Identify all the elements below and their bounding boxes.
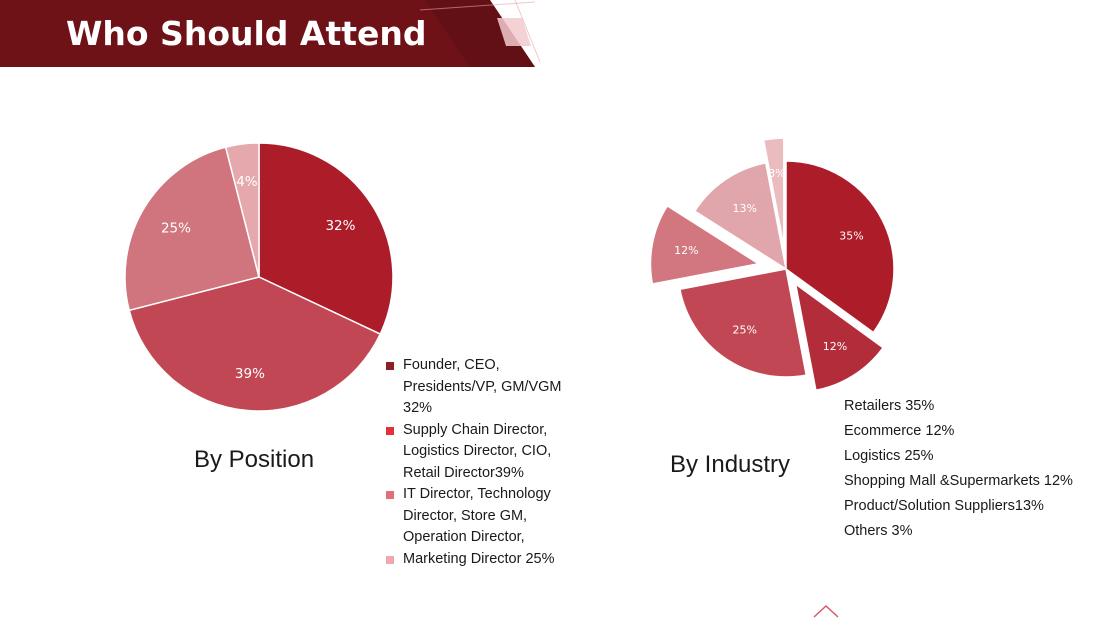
legend-swatch	[386, 555, 394, 564]
legend-entry	[386, 549, 586, 571]
slice-label-0: 35%	[839, 230, 863, 243]
slice-label-5: 3%	[768, 167, 785, 180]
industry-list-item: Retailers 35%	[844, 398, 935, 414]
pie-slice-5	[762, 137, 785, 247]
position-chart-caption: By Position	[194, 446, 315, 473]
industry-pie-chart: 35% 12% 25% 12% 13% 3%	[649, 137, 895, 392]
title-banner: Who Should Attend	[0, 0, 1100, 70]
slice-label-3: 4%	[236, 174, 258, 190]
legend-label: Founder, CEO, Presidents/VP, GM/VGM 32%	[403, 357, 562, 416]
banner-shape	[0, 0, 541, 67]
industry-chart-caption: By Industry	[670, 451, 791, 478]
legend-swatch	[386, 362, 394, 370]
chevron-up-icon	[813, 604, 839, 618]
legend-swatch	[386, 491, 394, 499]
slice-label-4: 13%	[732, 202, 756, 215]
slice-label-2: 25%	[732, 324, 756, 337]
pie-slice-1	[128, 276, 382, 412]
slice-label-0: 32%	[325, 218, 355, 234]
pie-slice-3	[224, 142, 260, 278]
pie-slice-2	[679, 268, 808, 378]
pie-slice-3	[649, 204, 761, 285]
industry-list-item: Ecommerce 12%	[844, 423, 955, 439]
pie-slice-4	[693, 162, 788, 271]
slice-label-1: 39%	[235, 366, 265, 382]
position-pie-chart: 32% 39% 25% 4%	[124, 142, 394, 412]
slice-label-2: 25%	[161, 221, 191, 237]
pie-slice-0	[785, 160, 895, 334]
pie-slice-0	[258, 142, 394, 336]
industry-list-item: Product/Solution Suppliers13%	[844, 498, 1044, 514]
slide-title: Who Should Attend	[66, 14, 427, 53]
slice-label-1: 12%	[823, 340, 847, 353]
legend-entry: IT Director, Technology Director, Store …	[386, 484, 586, 570]
industry-list-item: Shopping Mall &Supermarkets 12%	[844, 473, 1073, 489]
legend-swatch	[386, 426, 394, 435]
legend-entry: Supply Chain Director, Logistics Directo…	[386, 420, 586, 485]
legend-label: IT Director, Technology Director, Store …	[403, 486, 555, 567]
legend-label: Supply Chain Director, Logistics Directo…	[403, 421, 552, 481]
pie-slice-1	[794, 282, 885, 392]
industry-list: Retailers 35% Ecommerce 12% Logistics 25% S…	[844, 394, 1084, 544]
slice-label-3: 12%	[674, 244, 698, 257]
pie-slice-2	[124, 146, 260, 312]
position-legend: Founder, CEO, Presidents/VP, GM/VGM 32% S…	[386, 355, 586, 570]
industry-list-item: Logistics 25%	[844, 448, 934, 464]
industry-list-item: Others 3%	[844, 523, 913, 539]
legend-entry: Founder, CEO, Presidents/VP, GM/VGM 32%	[386, 355, 586, 420]
